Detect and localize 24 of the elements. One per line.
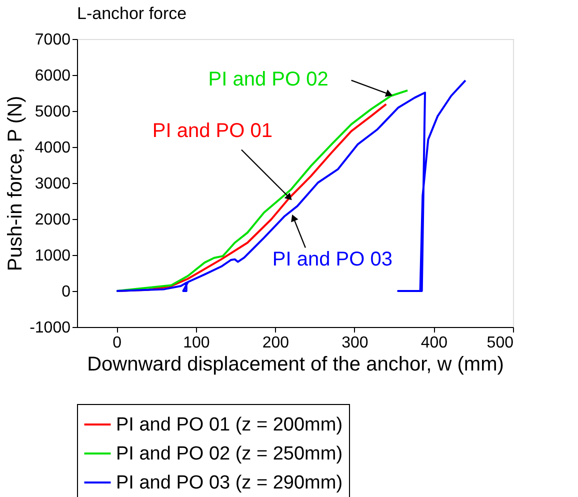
legend-label: PI and PO 02 (z = 250mm) [116,444,343,464]
y-tick-label: 1000 [34,248,71,264]
legend-label: PI and PO 01 (z = 200mm) [116,414,343,436]
x-axis-title: Downward displacement of the anchor, w (mm) [87,354,504,376]
x-tick-label: 400 [420,334,448,352]
y-tick-label: 0 [62,284,71,300]
annotation: PI and PO 02 [208,68,328,90]
y-tick-label: -1000 [30,320,71,336]
x-tick-label: 300 [342,334,368,352]
annotation: PI and PO 01 [152,120,272,142]
y-tick-label: 4000 [34,140,71,156]
y-tick-label: 6000 [34,68,71,84]
y-tick-label: 2000 [34,212,71,228]
y-tick-label: 5000 [34,104,71,120]
x-tick-label: 100 [183,334,210,352]
chart-title: L-anchor force [77,4,187,23]
x-tick-label: 200 [262,334,290,352]
y-tick-label: 3000 [34,176,71,192]
legend-label: PI and PO 03 (z = 290mm) [116,472,343,494]
y-axis-title: Push-in force, P (N) [4,96,27,272]
annotation: PI and PO 03 [272,248,392,271]
x-tick-label: 0 [112,334,122,352]
x-tick-label: 500 [486,334,514,352]
y-tick-label: 7000 [34,32,71,48]
